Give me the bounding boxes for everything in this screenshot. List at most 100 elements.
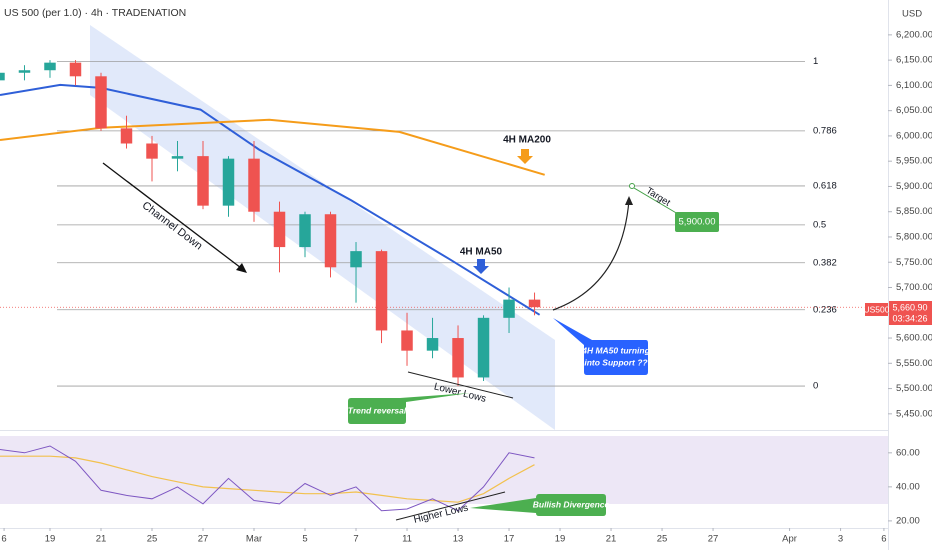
moving-average — [0, 118, 545, 176]
x-tick-label: 25 — [147, 534, 158, 545]
x-tick-label: 13 — [453, 534, 464, 545]
ma200-arrow — [517, 149, 533, 164]
y-tick-label: 6,150.00 — [896, 55, 932, 66]
candle-body — [0, 72, 5, 81]
price-badge — [889, 301, 932, 325]
channel-arrow — [102, 162, 246, 272]
lower-lows-line — [407, 371, 514, 399]
candle-body — [248, 158, 260, 212]
candle-body — [401, 330, 413, 351]
symbol-label: US500 — [864, 304, 890, 314]
candle-body — [452, 338, 464, 378]
countdown: 03:34:26 — [892, 313, 927, 323]
rsi-tick-label: 40.00 — [896, 481, 920, 492]
fib-label: 1 — [813, 56, 818, 67]
symbol-badge — [865, 303, 888, 316]
x-tick-label: 6 — [881, 534, 886, 545]
y-tick-label: 5,950.00 — [896, 156, 932, 167]
y-tick-label: 5,550.00 — [896, 358, 932, 369]
trend-reversal-box — [348, 393, 470, 424]
trend-reversal-label: Trend reversal — [348, 405, 407, 415]
candle-body — [44, 62, 56, 71]
candle-body — [120, 128, 133, 144]
candle-body — [18, 70, 31, 73]
y-tick-label: 6,100.00 — [896, 80, 932, 91]
candle-body — [299, 214, 311, 248]
y-tick-label: 5,600.00 — [896, 333, 932, 344]
rsi-band — [0, 436, 888, 504]
y-tick-label: 6,000.00 — [896, 130, 932, 141]
candle-body — [69, 62, 82, 77]
x-tick-label: Mar — [246, 534, 262, 545]
candle-body — [146, 143, 158, 159]
callout-line: 4H MA50 turning — [581, 345, 650, 355]
fib-label: 0 — [813, 381, 818, 392]
fib-label: 0.618 — [813, 180, 837, 191]
target-line — [633, 187, 679, 215]
y-tick-label: 5,900.00 — [896, 181, 932, 192]
x-tick-label: 6 — [1, 534, 6, 545]
candle-body — [477, 317, 490, 378]
candle-body — [503, 299, 515, 318]
divergence-label: Bullish Divergence — [533, 499, 610, 509]
fib-label: 0.786 — [813, 125, 837, 136]
fib-label: 0.236 — [813, 304, 837, 315]
ma200-label: 4H MA200 — [503, 135, 551, 146]
callout-line: into Support ?? — [584, 357, 648, 367]
x-tick-label: 3 — [838, 534, 843, 545]
arrow-head — [625, 196, 633, 205]
x-tick-label: 21 — [606, 534, 617, 545]
y-tick-label: 5,450.00 — [896, 408, 932, 419]
fib-label: 0.5 — [813, 219, 826, 230]
channel — [90, 25, 555, 430]
candle-body — [273, 211, 286, 248]
x-tick-label: 11 — [402, 534, 412, 545]
x-tick-label: 27 — [708, 534, 719, 545]
y-tick-label: 5,800.00 — [896, 231, 932, 242]
candle-body — [95, 76, 107, 129]
x-tick-label: 19 — [45, 534, 56, 545]
candle-body — [426, 338, 439, 351]
candle-body — [197, 156, 209, 206]
ma50-label: 4H MA50 — [460, 247, 503, 258]
arrow-head — [236, 263, 247, 273]
x-tick-label: Apr — [782, 534, 797, 545]
fib-label: 0.382 — [813, 257, 837, 268]
currency: USD — [902, 9, 922, 20]
y-tick-label: 5,750.00 — [896, 257, 932, 268]
target-dot — [629, 183, 635, 189]
candle-body — [350, 251, 362, 268]
rsi-tick-label: 60.00 — [896, 447, 920, 458]
x-tick-label: 27 — [198, 534, 209, 545]
y-tick-label: 6,200.00 — [896, 29, 932, 40]
target-price: 5,900.00 — [679, 217, 716, 228]
x-tick-label: 21 — [96, 534, 107, 545]
divergence-box — [470, 494, 606, 516]
y-tick-label: 6,050.00 — [896, 105, 932, 116]
candle-body — [171, 156, 184, 159]
target-box — [675, 212, 719, 232]
chart-title: US 500 (per 1.0) · 4h · TRADENATION — [4, 7, 186, 19]
rsi-ma — [0, 455, 535, 503]
candle-body — [222, 158, 235, 206]
x-tick-label: 17 — [504, 534, 515, 545]
higher-lows-line — [395, 491, 506, 521]
x-tick-label: 19 — [555, 534, 566, 545]
moving-average — [0, 83, 541, 316]
x-tick-label: 5 — [302, 534, 307, 545]
ma50-arrow — [473, 259, 489, 274]
callout-box — [553, 318, 648, 375]
y-tick-label: 5,700.00 — [896, 282, 932, 293]
candle-body — [375, 251, 388, 331]
y-tick-label: 5,850.00 — [896, 206, 932, 217]
y-tick-label: 5,500.00 — [896, 383, 932, 394]
x-tick-label: 25 — [657, 534, 668, 545]
price-label: 5,660.90 — [892, 302, 927, 312]
candle-body — [324, 214, 337, 268]
x-tick-label: 7 — [353, 534, 358, 545]
rsi-line — [0, 445, 535, 512]
rsi-tick-label: 20.00 — [896, 515, 920, 526]
projection-arrow — [552, 199, 630, 311]
candle-body — [528, 299, 541, 308]
